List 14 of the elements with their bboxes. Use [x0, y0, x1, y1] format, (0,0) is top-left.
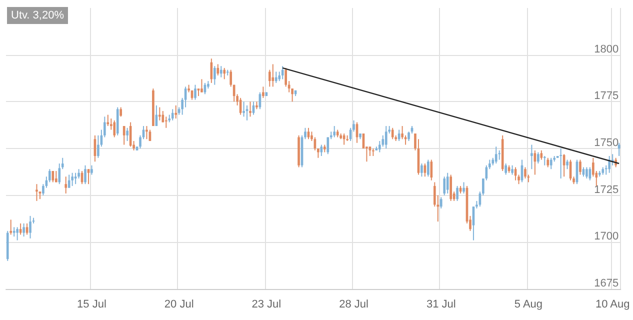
x-tick-label: 15 Jul: [77, 298, 106, 310]
x-tick-label: 28 Jul: [339, 298, 368, 310]
annotation: Utv. 3,20%: [11, 10, 64, 22]
x-tick-label: 10 Aug: [595, 298, 630, 310]
y-tick-label: 1775: [594, 90, 619, 102]
x-tick-label: 5 Aug: [514, 298, 543, 310]
y-tick-label: 1750: [594, 137, 619, 149]
x-tick-label: 20 Jul: [164, 298, 194, 310]
y-tick-label: 1725: [594, 184, 619, 196]
x-tick-label: 23 Jul: [252, 298, 282, 310]
y-tick-label: 1800: [594, 43, 619, 56]
y-tick-label: 1675: [594, 278, 619, 290]
x-tick-label: 31 Jul: [426, 298, 456, 310]
y-tick-label: 1700: [594, 230, 619, 243]
